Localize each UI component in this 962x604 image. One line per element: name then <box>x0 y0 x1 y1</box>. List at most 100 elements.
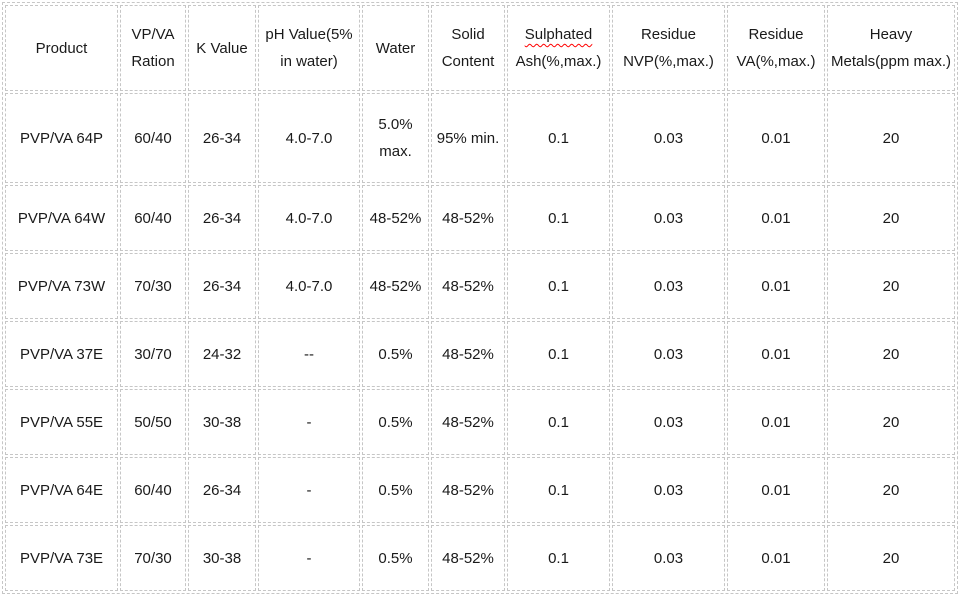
column-header-solid-content-line: Content <box>441 53 495 70</box>
cell-sulphated-ash: 0.1 <box>507 525 610 591</box>
cell-vp-va-ration: 30/70 <box>120 321 186 387</box>
cell-k-value: 24-32 <box>188 321 256 387</box>
cell-residue-va: 0.01 <box>727 389 825 455</box>
cell-ph-value: - <box>258 525 360 591</box>
column-header-heavy-metals-line: Heavy <box>869 26 913 43</box>
column-header-product: Product <box>5 5 118 91</box>
cell-heavy-metals: 20 <box>827 185 955 251</box>
column-header-sulphated-ash-line: Sulphated <box>524 26 593 43</box>
cell-vp-va-ration: 60/40 <box>120 457 186 523</box>
column-header-water: Water <box>362 5 429 91</box>
table-row: PVP/VA 64W 60/40 26-34 4.0-7.0 48-52% 48-52% 0… <box>5 185 955 251</box>
cell-water: 0.5% <box>362 321 429 387</box>
cell-k-value: 26-34 <box>188 93 256 183</box>
cell-vp-va-ration: 50/50 <box>120 389 186 455</box>
table-row: PVP/VA 64E 60/40 26-34-0.5% 48-52% 0.1 0.03 0.… <box>5 457 955 523</box>
table-row: PVP/VA 73E 70/30 30-38-0.5% 48-52% 0.1 0.03 0.… <box>5 525 955 591</box>
cell-heavy-metals: 20 <box>827 253 955 319</box>
table-row: PVP/VA 64P 60/40 26-34 4.0-7.0 5.0% max. 95% … <box>5 93 955 183</box>
cell-solid-content: 48-52% <box>431 321 505 387</box>
cell-ph-value: 4.0-7.0 <box>258 93 360 183</box>
cell-ph-value: -- <box>258 321 360 387</box>
cell-residue-nvp: 0.03 <box>612 321 725 387</box>
cell-solid-content: 48-52% <box>431 525 505 591</box>
cell-residue-nvp: 0.03 <box>612 185 725 251</box>
cell-solid-content: 95% min. <box>431 93 505 183</box>
cell-heavy-metals: 20 <box>827 93 955 183</box>
cell-sulphated-ash: 0.1 <box>507 253 610 319</box>
column-header-ph-value: pH Value(5% in water) <box>258 5 360 91</box>
cell-water: 48-52% <box>362 185 429 251</box>
cell-k-value: 30-38 <box>188 389 256 455</box>
cell-solid-content: 48-52% <box>431 253 505 319</box>
cell-solid-content: 48-52% <box>431 457 505 523</box>
column-header-water-line: Water <box>375 39 416 57</box>
column-header-ph-value-line: pH Value(5% <box>265 26 353 43</box>
cell-residue-va: 0.01 <box>727 321 825 387</box>
column-header-vp-va-ration-line: Ration <box>131 53 175 70</box>
cell-vp-va-ration: 70/30 <box>120 525 186 591</box>
cell-product: PVP/VA 64W <box>5 185 118 251</box>
column-header-residue-va-line: VA(%,max.) <box>736 53 816 70</box>
cell-solid-content: 48-52% <box>431 389 505 455</box>
cell-product: PVP/VA 73W <box>5 253 118 319</box>
cell-residue-va: 0.01 <box>727 253 825 319</box>
cell-residue-nvp: 0.03 <box>612 253 725 319</box>
cell-heavy-metals: 20 <box>827 525 955 591</box>
column-header-k-value: K Value <box>188 5 256 91</box>
column-header-product-line: Product <box>35 39 88 57</box>
cell-k-value: 26-34 <box>188 185 256 251</box>
cell-product: PVP/VA 37E <box>5 321 118 387</box>
cell-residue-va: 0.01 <box>727 525 825 591</box>
cell-ph-value: 4.0-7.0 <box>258 185 360 251</box>
column-header-k-value-line: K Value <box>196 39 248 57</box>
table-row: PVP/VA 55E 50/50 30-38-0.5% 48-52% 0.1 0.03 0.… <box>5 389 955 455</box>
cell-water: 0.5% <box>362 457 429 523</box>
cell-product: PVP/VA 55E <box>5 389 118 455</box>
cell-residue-va: 0.01 <box>727 185 825 251</box>
cell-sulphated-ash: 0.1 <box>507 389 610 455</box>
column-header-vp-va-ration: VP/VA Ration <box>120 5 186 91</box>
cell-sulphated-ash: 0.1 <box>507 321 610 387</box>
column-header-sulphated-ash: Sulphated Ash(%,max.) <box>507 5 610 91</box>
table-header: Product VP/VA Ration K Value pH Value(5% in w… <box>5 5 955 91</box>
cell-water: 0.5% <box>362 525 429 591</box>
table-row: PVP/VA 73W 70/30 26-34 4.0-7.0 48-52% 48-52% 0… <box>5 253 955 319</box>
cell-residue-nvp: 0.03 <box>612 525 725 591</box>
cell-residue-va: 0.01 <box>727 457 825 523</box>
column-header-heavy-metals-line: Metals(ppm max.) <box>830 53 952 70</box>
column-header-residue-nvp-line: Residue <box>640 26 697 43</box>
column-header-residue-nvp: Residue NVP(%,max.) <box>612 5 725 91</box>
cell-k-value: 26-34 <box>188 253 256 319</box>
column-header-vp-va-ration-line: VP/VA <box>131 26 175 43</box>
cell-ph-value: 4.0-7.0 <box>258 253 360 319</box>
cell-solid-content: 48-52% <box>431 185 505 251</box>
table-row: PVP/VA 37E 30/70 24-32 -- 0.5% 48-52% 0.1 0.03 0… <box>5 321 955 387</box>
product-spec-table: Product VP/VA Ration K Value pH Value(5% in w… <box>2 2 958 594</box>
cell-sulphated-ash: 0.1 <box>507 457 610 523</box>
cell-product: PVP/VA 64E <box>5 457 118 523</box>
cell-vp-va-ration: 60/40 <box>120 93 186 183</box>
cell-sulphated-ash: 0.1 <box>507 93 610 183</box>
cell-product: PVP/VA 73E <box>5 525 118 591</box>
cell-product: PVP/VA 64P <box>5 93 118 183</box>
header-row: Product VP/VA Ration K Value pH Value(5% in w… <box>5 5 955 91</box>
cell-heavy-metals: 20 <box>827 389 955 455</box>
column-header-solid-content: Solid Content <box>431 5 505 91</box>
column-header-residue-nvp-line: NVP(%,max.) <box>623 53 714 70</box>
cell-ph-value: - <box>258 389 360 455</box>
column-header-residue-va-line: Residue <box>748 26 804 43</box>
column-header-residue-va: Residue VA(%,max.) <box>727 5 825 91</box>
column-header-heavy-metals: Heavy Metals(ppm max.) <box>827 5 955 91</box>
cell-residue-nvp: 0.03 <box>612 389 725 455</box>
cell-ph-value: - <box>258 457 360 523</box>
cell-heavy-metals: 20 <box>827 321 955 387</box>
cell-water: 48-52% <box>362 253 429 319</box>
cell-k-value: 26-34 <box>188 457 256 523</box>
cell-residue-nvp: 0.03 <box>612 457 725 523</box>
cell-water: 5.0% max. <box>362 93 429 183</box>
cell-residue-va: 0.01 <box>727 93 825 183</box>
cell-k-value: 30-38 <box>188 525 256 591</box>
cell-vp-va-ration: 70/30 <box>120 253 186 319</box>
